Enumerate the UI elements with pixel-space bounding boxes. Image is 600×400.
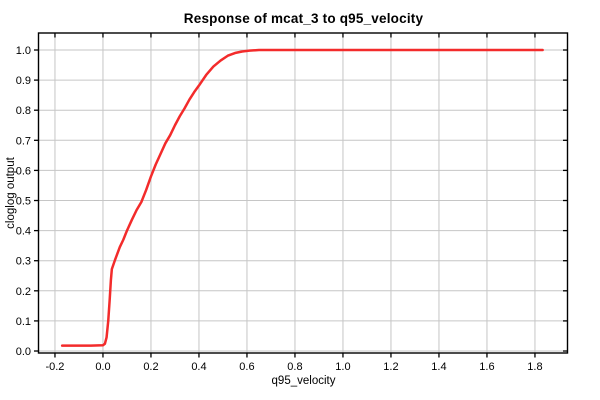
x-tick-label: 0.2 (143, 361, 158, 373)
plot-frame (37, 32, 569, 354)
y-tick-label: 0.4 (16, 226, 31, 238)
y-tick-label: 0.8 (16, 105, 31, 117)
x-tick-label: 0.6 (239, 361, 254, 373)
y-tick-label: 0.6 (16, 165, 31, 177)
x-axis-label: q95_velocity (271, 375, 336, 387)
x-tick-label: 0.0 (95, 361, 110, 373)
y-tick-label: 0.5 (16, 196, 31, 208)
chart-title: Response of mcat_3 to q95_velocity (183, 11, 424, 26)
y-tick-label: 0.1 (16, 316, 31, 328)
y-tick-label: 1.0 (16, 45, 31, 57)
y-tick-label: 0.3 (16, 256, 31, 268)
x-tick-label: 1.6 (479, 361, 494, 373)
y-tick-label: 0.0 (16, 346, 31, 358)
y-tick-label: 0.7 (16, 135, 31, 147)
x-tick-label: 1.4 (431, 361, 446, 373)
y-tick-label: 0.2 (16, 286, 31, 298)
x-tick-label: 0.8 (287, 361, 302, 373)
x-tick-label: 0.4 (191, 361, 206, 373)
x-tick-label: 1.0 (335, 361, 350, 373)
x-tick-label: -0.2 (45, 361, 64, 373)
x-tick-label: 1.2 (383, 361, 398, 373)
y-tick-label: 0.9 (16, 75, 31, 87)
x-tick-label: 1.8 (527, 361, 542, 373)
response-curve (60, 48, 544, 347)
